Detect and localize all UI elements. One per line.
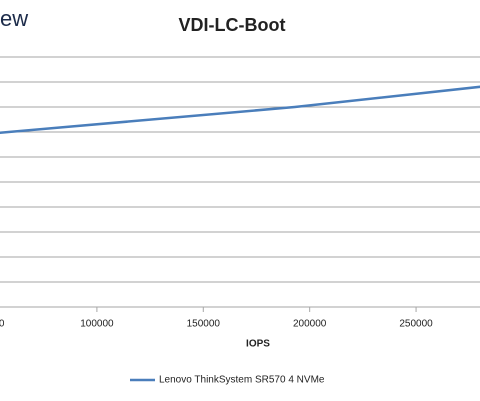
series-line bbox=[0, 85, 480, 134]
x-tick-label: 50000 bbox=[0, 319, 5, 330]
logo: ew bbox=[0, 6, 28, 31]
x-tick-label: 100000 bbox=[80, 319, 114, 330]
x-tick-label: 200000 bbox=[293, 319, 327, 330]
legend-label: Lenovo ThinkSystem SR570 4 NVMe bbox=[159, 375, 325, 386]
x-tick-label: 150000 bbox=[187, 319, 221, 330]
chart-title: VDI-LC-Boot bbox=[179, 15, 286, 35]
x-axis-label: IOPS bbox=[246, 339, 270, 350]
x-tick-label: 250000 bbox=[399, 319, 433, 330]
